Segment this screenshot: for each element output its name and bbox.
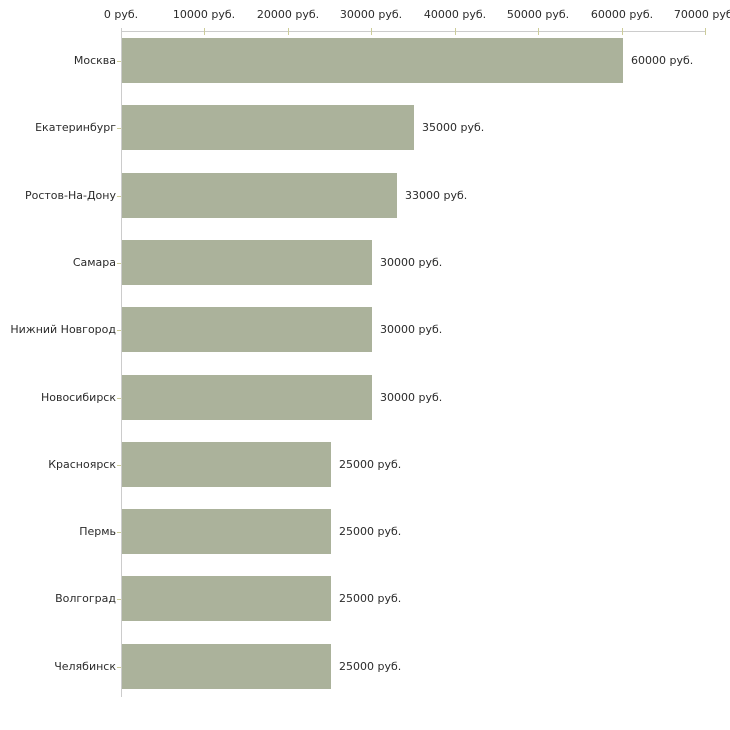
category-label: Самара (72, 256, 116, 269)
x-axis-tick-mark (288, 28, 289, 35)
x-axis-line (121, 31, 706, 32)
y-axis-tick-mark (117, 330, 121, 331)
x-axis-tick-label: 70000 руб. (673, 8, 730, 21)
x-axis-tick-mark (455, 28, 456, 35)
category-label: Нижний Новгород (10, 323, 116, 336)
x-axis-tick-mark (705, 28, 706, 35)
value-label: 30000 руб. (380, 323, 443, 336)
x-axis-tick-label: 50000 руб. (506, 8, 570, 21)
category-label: Красноярск (48, 458, 116, 471)
y-axis-tick-mark (117, 61, 121, 62)
y-axis-tick-mark (117, 465, 121, 466)
category-label: Екатеринбург (35, 121, 116, 134)
x-axis-tick-mark (538, 28, 539, 35)
value-label: 25000 руб. (339, 592, 402, 605)
bar (122, 173, 397, 218)
y-axis-line (121, 28, 122, 697)
value-label: 35000 руб. (422, 121, 485, 134)
value-label: 30000 руб. (380, 391, 443, 404)
category-label: Новосибирск (40, 391, 116, 404)
category-label: Ростов-На-Дону (24, 189, 116, 202)
value-label: 33000 руб. (405, 189, 468, 202)
bar (122, 38, 623, 83)
category-label: Челябинск (54, 660, 116, 673)
y-axis-tick-mark (117, 532, 121, 533)
bar (122, 240, 372, 285)
value-label: 30000 руб. (380, 256, 443, 269)
x-axis-tick-label: 20000 руб. (256, 8, 320, 21)
category-label: Москва (73, 54, 116, 67)
x-axis-tick-label: 10000 руб. (172, 8, 236, 21)
bar (122, 644, 331, 689)
y-axis-tick-mark (117, 667, 121, 668)
y-axis-tick-mark (117, 398, 121, 399)
x-axis-tick-label: 40000 руб. (423, 8, 487, 21)
value-label: 60000 руб. (631, 54, 694, 67)
x-axis-tick-mark (371, 28, 372, 35)
y-axis-tick-mark (117, 128, 121, 129)
bar (122, 105, 414, 150)
bar (122, 509, 331, 554)
y-axis-tick-mark (117, 196, 121, 197)
y-axis-tick-mark (117, 599, 121, 600)
x-axis-tick-label: 60000 руб. (590, 8, 654, 21)
bar (122, 576, 331, 621)
value-label: 25000 руб. (339, 525, 402, 538)
category-label: Волгоград (55, 592, 116, 605)
x-axis-tick-label: 0 руб. (103, 8, 139, 21)
x-axis-tick-mark (622, 28, 623, 35)
y-axis-tick-mark (117, 263, 121, 264)
x-axis-tick-label: 30000 руб. (339, 8, 403, 21)
bar (122, 375, 372, 420)
bar (122, 307, 372, 352)
category-label: Пермь (79, 525, 116, 538)
bar (122, 442, 331, 487)
value-label: 25000 руб. (339, 660, 402, 673)
value-label: 25000 руб. (339, 458, 402, 471)
x-axis-tick-mark (204, 28, 205, 35)
